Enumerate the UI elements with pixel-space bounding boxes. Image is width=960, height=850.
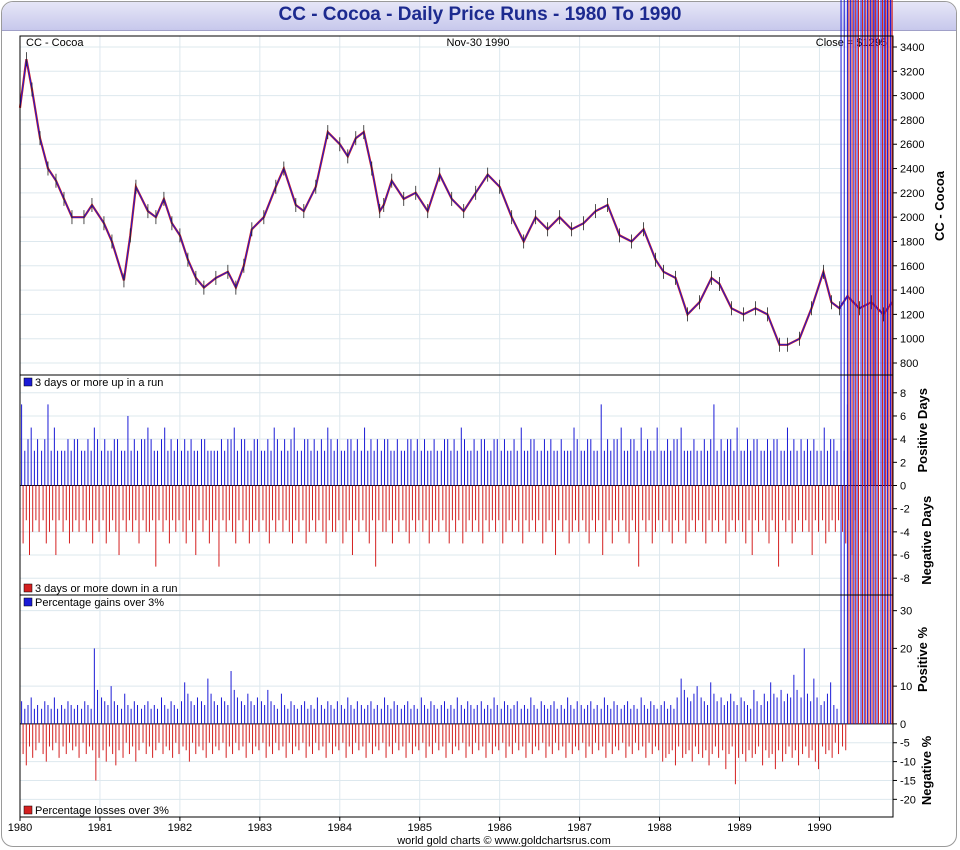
x-tick-label: 1985 — [407, 822, 431, 834]
y-tick-label: 2000 — [900, 212, 924, 224]
x-tick-label: 1986 — [487, 822, 511, 834]
y-tick-label: 6 — [900, 411, 906, 423]
x-tick-label: 1980 — [8, 822, 32, 834]
y-tick-label: 1800 — [900, 236, 924, 248]
footer-credit: world gold charts © www.goldchartsrus.co… — [396, 835, 611, 847]
y-tick-label: 8 — [900, 388, 906, 400]
legend-up-label: 3 days or more up in a run — [35, 377, 163, 389]
y-tick-label: -15 — [900, 775, 916, 787]
y-tick-label: 3400 — [900, 42, 924, 54]
x-tick-label: 1988 — [647, 822, 671, 834]
legend-up-swatch — [23, 377, 33, 387]
panel-border — [19, 594, 894, 818]
y-tick-label: 1200 — [900, 309, 924, 321]
y-tick-label: 1400 — [900, 285, 924, 297]
y-tick-label: 2400 — [900, 164, 924, 176]
y-tick-label: 2200 — [900, 188, 924, 200]
price-header-center: Nov-30 1990 — [447, 37, 510, 49]
axis-label-down: Negative % — [919, 735, 934, 805]
price-axis-label: CC - Cocoa — [932, 170, 947, 241]
axis-label-up: Positive % — [915, 626, 930, 691]
y-tick-label: 3200 — [900, 66, 924, 78]
y-tick-label: -2 — [900, 504, 910, 516]
y-tick-label: -5 — [900, 738, 910, 750]
y-tick-label: 0 — [900, 719, 906, 731]
panel-border — [19, 35, 894, 376]
y-tick-label: -20 — [900, 794, 916, 806]
x-tick-label: 1987 — [567, 822, 591, 834]
legend-down-swatch — [23, 805, 33, 815]
axis-label-up: Positive Days — [915, 388, 930, 473]
legend-up-label: Percentage gains over 3% — [35, 597, 164, 609]
y-tick-label: 1000 — [900, 334, 924, 346]
y-tick-label: 2 — [900, 457, 906, 469]
price-header-left: CC - Cocoa — [26, 37, 84, 49]
legend-up-swatch — [23, 597, 33, 607]
y-tick-label: -10 — [900, 757, 916, 769]
y-tick-label: 800 — [900, 358, 918, 370]
legend-down-label: 3 days or more down in a run — [35, 583, 177, 595]
price-header-right: Close = $1295 — [816, 37, 887, 49]
x-tick-label: 1983 — [248, 822, 272, 834]
x-tick-label: 1984 — [328, 822, 352, 834]
title-bar — [2, 2, 956, 31]
y-tick-label: -4 — [900, 527, 910, 539]
y-tick-label: 20 — [900, 643, 912, 655]
price-line-red — [18, 59, 894, 346]
chart-title: CC - Cocoa - Daily Price Runs - 1980 To … — [278, 4, 682, 25]
x-tick-label: 1982 — [168, 822, 192, 834]
legend-down-swatch — [23, 583, 33, 593]
y-tick-label: -8 — [900, 573, 910, 585]
y-tick-label: 2800 — [900, 115, 924, 127]
y-tick-label: 30 — [900, 606, 912, 618]
axis-label-down: Negative Days — [919, 496, 934, 585]
y-tick-label: 4 — [900, 434, 906, 446]
x-tick-label: 1981 — [88, 822, 112, 834]
x-tick-label: 1989 — [727, 822, 751, 834]
y-tick-label: 10 — [900, 681, 912, 693]
y-tick-label: 0 — [900, 481, 906, 493]
y-tick-label: 3000 — [900, 91, 924, 103]
y-tick-label: 2600 — [900, 139, 924, 151]
x-tick-label: 1990 — [807, 822, 831, 834]
y-tick-label: 1600 — [900, 261, 924, 273]
y-tick-label: -6 — [900, 550, 910, 562]
legend-down-label: Percentage losses over 3% — [35, 805, 169, 817]
